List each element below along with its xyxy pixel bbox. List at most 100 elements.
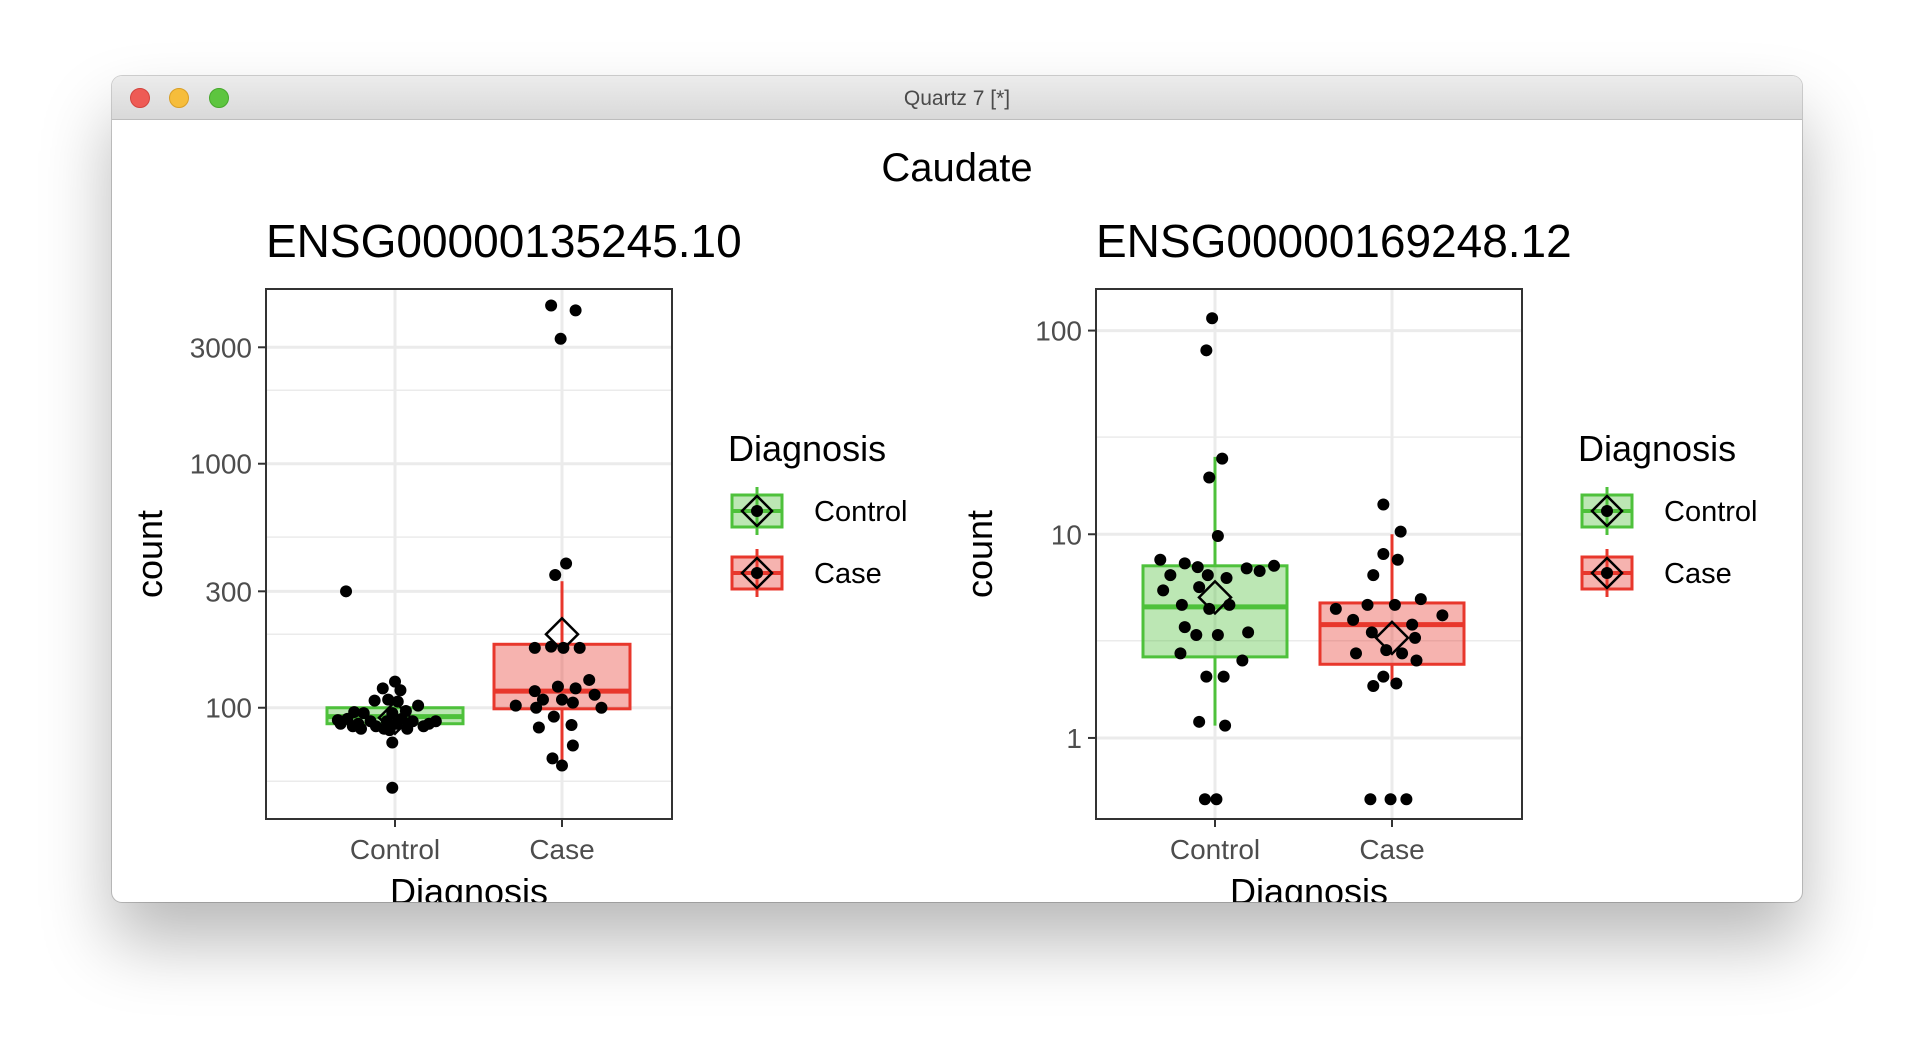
data-point (1216, 452, 1229, 465)
data-point (1154, 553, 1167, 566)
y-axis-title: count (959, 510, 1000, 598)
data-point (573, 641, 586, 654)
legend: Diagnosis Control Case (728, 428, 908, 597)
data-point (1365, 626, 1378, 639)
figure-canvas: Caudate ENSG00000135245.10 100 300 1000 3000… (129, 146, 1758, 902)
close-button[interactable] (130, 88, 150, 108)
panel-border (265, 288, 673, 820)
minimize-button[interactable] (169, 88, 189, 108)
data-point (566, 739, 579, 752)
y-tick-label: 1000 (190, 449, 252, 480)
data-point (1236, 654, 1249, 667)
data-point (1390, 677, 1403, 690)
data-point (536, 693, 549, 706)
data-point (423, 717, 435, 730)
data-point (1396, 647, 1409, 660)
data-point (566, 696, 579, 709)
legend-label-case: Case (814, 558, 882, 590)
data-point (1367, 679, 1380, 692)
mean-diamond (377, 699, 413, 736)
data-point (549, 568, 562, 581)
data-point (1406, 618, 1419, 631)
data-point (1400, 793, 1413, 806)
data-point (1193, 715, 1206, 728)
data-point (368, 694, 381, 707)
data-point (1193, 581, 1206, 594)
y-tick-label: 100 (205, 693, 252, 724)
mean-diamond (1197, 579, 1233, 616)
data-point (583, 673, 596, 686)
window-titlebar[interactable]: Quartz 7 [*] (112, 76, 1802, 120)
window-title: Quartz 7 [*] (903, 87, 1011, 110)
data-point (1190, 629, 1203, 642)
data-point (1361, 598, 1374, 611)
data-point (386, 736, 399, 749)
data-point (532, 721, 545, 734)
data-point (1164, 569, 1177, 582)
data-point (1210, 793, 1223, 806)
panel-title: ENSG00000135245.10 (266, 215, 742, 267)
data-point (569, 304, 582, 317)
data-point (1191, 561, 1204, 574)
mean-diamond (1374, 620, 1410, 656)
data-point (1391, 553, 1404, 566)
data-point (1240, 562, 1253, 575)
panel-background (1096, 289, 1522, 819)
legend-key-point (1601, 505, 1613, 517)
data-point (546, 752, 559, 765)
data-point (528, 685, 541, 698)
legend-label-control: Control (814, 496, 908, 528)
legend-label-control: Control (1664, 496, 1758, 528)
data-point (1377, 498, 1390, 511)
panel-background (266, 289, 672, 819)
data-point (389, 675, 401, 688)
data-point (554, 332, 567, 345)
data-point (1175, 598, 1188, 611)
quartz-window: Quartz 7 [*] Caudate ENSG00000135245.10 1… (112, 76, 1802, 902)
data-point (1198, 793, 1211, 806)
data-point (1219, 719, 1232, 732)
x-axis-title: Diagnosis (390, 871, 548, 902)
data-point (1377, 548, 1390, 560)
data-point (1157, 584, 1170, 597)
x-tick-label: Case (529, 834, 594, 865)
data-point (1200, 344, 1213, 357)
legend-key-diamond (740, 556, 774, 590)
data-point (1268, 559, 1281, 572)
legend-key-diamond (1590, 556, 1624, 590)
data-point (1217, 670, 1230, 683)
data-point (1178, 557, 1191, 570)
data-point (357, 707, 370, 720)
data-point (1253, 565, 1266, 578)
zoom-button[interactable] (209, 88, 229, 108)
legend-label-case: Case (1664, 558, 1732, 590)
data-point (1174, 647, 1187, 660)
data-point (1410, 654, 1423, 667)
data-point (1350, 647, 1362, 660)
legend-key-point (751, 567, 763, 579)
data-point (355, 722, 367, 735)
legend-title: Diagnosis (728, 428, 886, 469)
legend-key-diamond (1590, 494, 1624, 528)
data-point (383, 724, 396, 737)
data-point (1211, 629, 1224, 642)
data-point (382, 693, 395, 706)
data-point (547, 710, 560, 723)
x-tick-label: Case (1359, 834, 1424, 865)
y-tick-label: 100 (1035, 316, 1082, 347)
data-point (551, 680, 564, 693)
data-point (1364, 793, 1377, 806)
data-point (1414, 593, 1427, 606)
data-point (340, 585, 353, 598)
data-point (1206, 312, 1219, 325)
data-point (528, 641, 541, 654)
data-point (1242, 626, 1255, 639)
mean-diamond (544, 616, 580, 653)
figure-title: Caudate (881, 146, 1032, 190)
y-axis-title: count (129, 510, 170, 598)
panel-gene-1: ENSG00000135245.10 100 300 1000 3000 Control C… (129, 215, 908, 902)
x-tick-label: Control (1170, 834, 1260, 865)
data-point (1384, 793, 1397, 806)
data-point (565, 718, 578, 731)
